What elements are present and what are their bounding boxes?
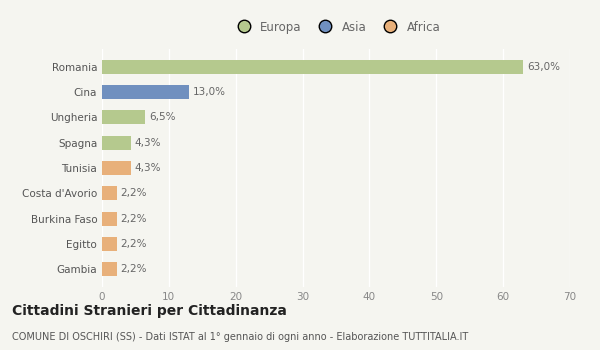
Bar <box>102 111 145 124</box>
Text: COMUNE DI OSCHIRI (SS) - Dati ISTAT al 1° gennaio di ogni anno - Elaborazione TU: COMUNE DI OSCHIRI (SS) - Dati ISTAT al 1… <box>12 332 468 343</box>
Bar <box>102 262 117 276</box>
Text: 63,0%: 63,0% <box>527 62 560 72</box>
Text: 2,2%: 2,2% <box>121 264 147 274</box>
Text: 4,3%: 4,3% <box>135 138 161 148</box>
Text: 2,2%: 2,2% <box>121 188 147 198</box>
Text: 4,3%: 4,3% <box>135 163 161 173</box>
Bar <box>102 212 117 225</box>
Bar <box>102 186 117 200</box>
Text: 6,5%: 6,5% <box>149 112 176 122</box>
Text: 2,2%: 2,2% <box>121 214 147 224</box>
Legend: Europa, Asia, Africa: Europa, Asia, Africa <box>227 16 445 38</box>
Bar <box>102 85 189 99</box>
Text: 13,0%: 13,0% <box>193 87 226 97</box>
Text: Cittadini Stranieri per Cittadinanza: Cittadini Stranieri per Cittadinanza <box>12 304 287 318</box>
Bar <box>102 237 117 251</box>
Bar <box>102 136 131 150</box>
Bar <box>102 60 523 74</box>
Bar <box>102 161 131 175</box>
Text: 2,2%: 2,2% <box>121 239 147 249</box>
